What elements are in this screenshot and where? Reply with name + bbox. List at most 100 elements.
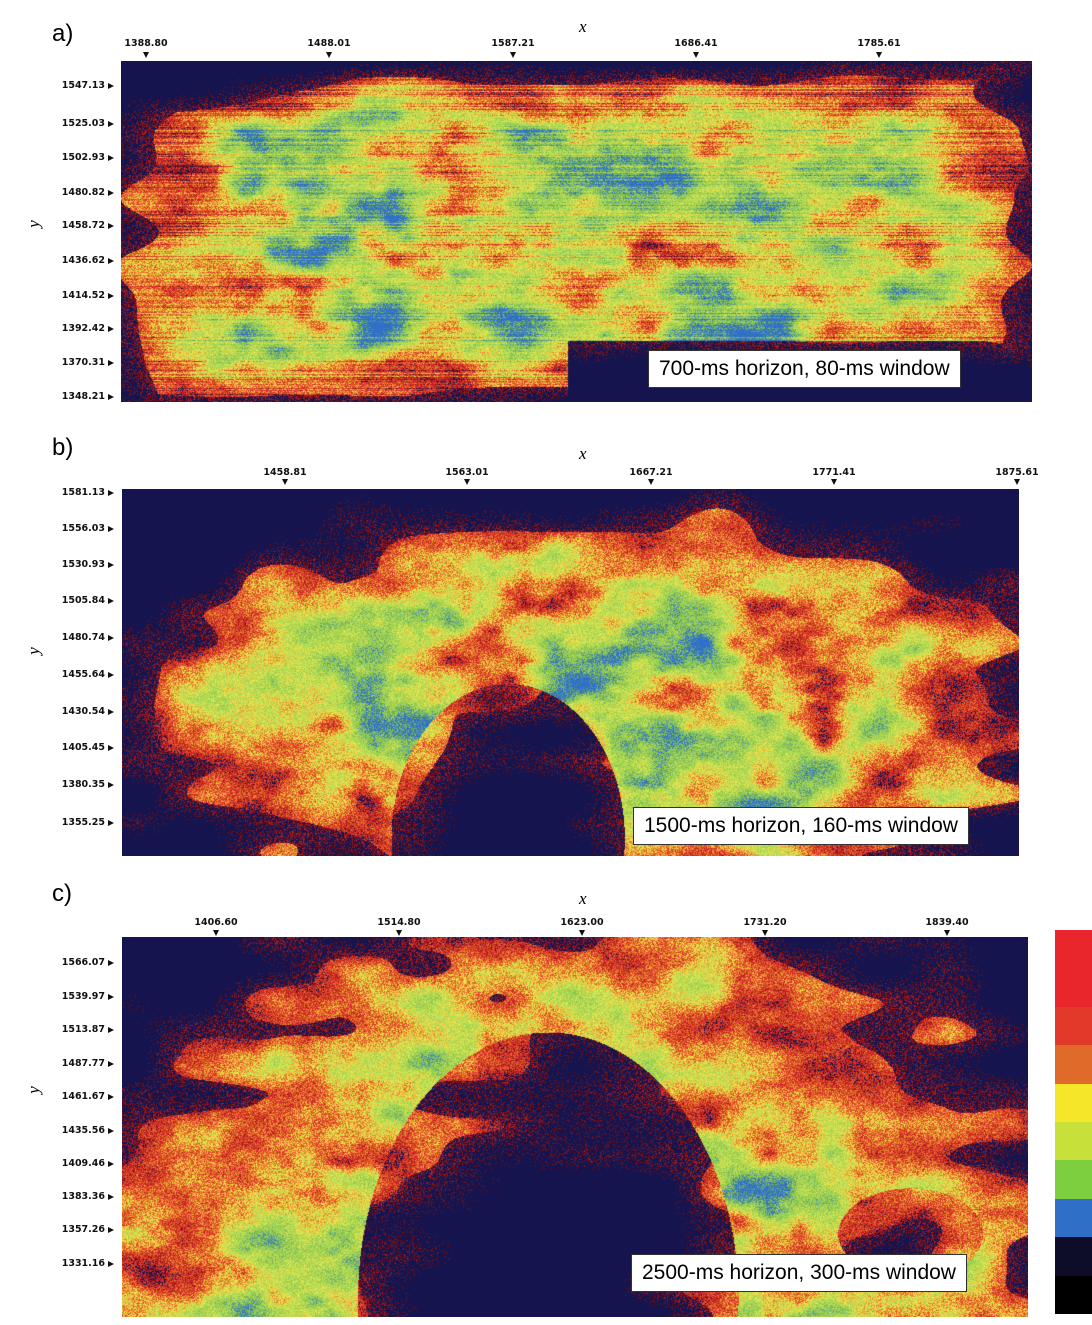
y-tick-marker (108, 1161, 114, 1167)
amplitude-map-a (121, 61, 1032, 402)
y-tick-label: 1355.25 (61, 817, 105, 828)
x-tick-label: 1488.01 (307, 38, 351, 49)
y-tick-marker (108, 293, 114, 299)
color-scale-segment (1055, 1198, 1092, 1238)
x-tick-label: 1771.41 (812, 467, 856, 478)
x-tick-marker (510, 52, 516, 58)
color-scale-segment (1055, 1237, 1092, 1276)
y-tick-marker (108, 1227, 114, 1233)
x-tick-marker (143, 52, 149, 58)
y-tick-marker (108, 820, 114, 826)
y-tick-marker (108, 1094, 114, 1100)
x-tick-label: 1686.41 (674, 38, 718, 49)
x-tick-label: 1406.60 (194, 917, 238, 928)
y-tick-label: 1414.52 (61, 290, 105, 301)
color-scale-segment (1055, 930, 1092, 969)
y-tick-label: 1370.31 (61, 357, 105, 368)
y-tick-label: 1380.35 (61, 779, 105, 790)
color-scale-segment (1055, 1083, 1092, 1122)
color-scale-segment (1055, 1006, 1092, 1046)
y-tick-marker (108, 526, 114, 532)
caption-a: 700-ms horizon, 80-ms window (648, 350, 961, 388)
x-tick-marker (579, 930, 585, 936)
x-tick-label: 1785.61 (857, 38, 901, 49)
color-scale-bar (1055, 930, 1092, 1314)
x-tick-label: 1731.20 (743, 917, 787, 928)
x-tick-marker (831, 479, 837, 485)
x-tick-marker (282, 479, 288, 485)
x-tick-marker (876, 52, 882, 58)
x-tick-label: 1839.40 (925, 917, 969, 928)
x-axis-title: x (579, 889, 587, 908)
x-tick-label: 1563.01 (445, 467, 489, 478)
y-tick-marker (108, 1027, 114, 1033)
amplitude-map-c (122, 937, 1028, 1317)
y-tick-label: 1566.07 (61, 957, 105, 968)
x-tick-marker (326, 52, 332, 58)
y-tick-label: 1435.56 (61, 1125, 105, 1136)
y-tick-label: 1502.93 (61, 152, 105, 163)
y-tick-label: 1405.45 (61, 742, 105, 753)
y-tick-marker (108, 394, 114, 400)
panel-label: b) (52, 434, 74, 461)
y-tick-label: 1539.97 (61, 991, 105, 1002)
y-tick-label: 1581.13 (61, 487, 105, 498)
x-tick-marker (1014, 479, 1020, 485)
x-tick-marker (648, 479, 654, 485)
y-tick-label: 1409.46 (61, 1158, 105, 1169)
y-tick-marker (108, 490, 114, 496)
y-tick-label: 1392.42 (61, 323, 105, 334)
y-tick-label: 1547.13 (61, 80, 105, 91)
y-tick-label: 1513.87 (61, 1024, 105, 1035)
y-tick-marker (108, 121, 114, 127)
y-tick-marker (108, 258, 114, 264)
y-tick-label: 1525.03 (61, 118, 105, 129)
x-tick-label: 1514.80 (377, 917, 421, 928)
y-tick-marker (108, 360, 114, 366)
y-tick-label: 1455.64 (61, 669, 105, 680)
x-tick-marker (213, 930, 219, 936)
x-tick-label: 1587.21 (491, 38, 535, 49)
y-tick-marker (108, 672, 114, 678)
color-scale-segment (1055, 1160, 1092, 1199)
y-tick-marker (108, 1194, 114, 1200)
y-tick-marker (108, 1128, 114, 1134)
amplitude-map-b (122, 489, 1019, 856)
y-tick-marker (108, 960, 114, 966)
x-tick-label: 1458.81 (263, 467, 307, 478)
x-axis-title: x (579, 17, 587, 36)
y-tick-marker (108, 598, 114, 604)
panel-a: a) x y 1388.80 1488.01 1587.21 1686.41 1785.… (0, 0, 1092, 410)
y-tick-label: 1480.74 (61, 632, 105, 643)
y-tick-label: 1458.72 (61, 220, 105, 231)
y-tick-label: 1436.62 (61, 255, 105, 266)
y-tick-marker (108, 635, 114, 641)
panel-b: b) x y 1458.81 1563.01 1667.21 1771.41 1875.… (24, 434, 1039, 856)
x-tick-label: 1667.21 (629, 467, 673, 478)
x-tick-label: 1875.61 (995, 467, 1039, 478)
color-scale-segment (1055, 1121, 1092, 1161)
y-tick-label: 1461.67 (61, 1091, 105, 1102)
y-tick-marker (108, 155, 114, 161)
x-tick-marker (464, 479, 470, 485)
y-tick-marker (108, 190, 114, 196)
y-tick-label: 1331.16 (61, 1258, 105, 1269)
y-tick-label: 1556.03 (61, 523, 105, 534)
color-scale-segment (1055, 1275, 1092, 1314)
y-tick-marker (108, 1261, 114, 1267)
x-tick-label: 1623.00 (560, 917, 604, 928)
y-tick-label: 1383.36 (61, 1191, 105, 1202)
y-tick-label: 1480.82 (61, 187, 105, 198)
panel-label: a) (52, 20, 74, 47)
caption-c: 2500-ms horizon, 300-ms window (631, 1254, 967, 1292)
color-scale-segment (1055, 968, 1092, 1007)
y-tick-marker (108, 994, 114, 1000)
y-tick-label: 1530.93 (61, 559, 105, 570)
caption-b: 1500-ms horizon, 160-ms window (633, 807, 969, 845)
y-tick-marker (108, 223, 114, 229)
y-tick-marker (108, 326, 114, 332)
x-axis-title: x (579, 444, 587, 463)
y-tick-label: 1348.21 (61, 391, 105, 402)
x-tick-marker (762, 930, 768, 936)
